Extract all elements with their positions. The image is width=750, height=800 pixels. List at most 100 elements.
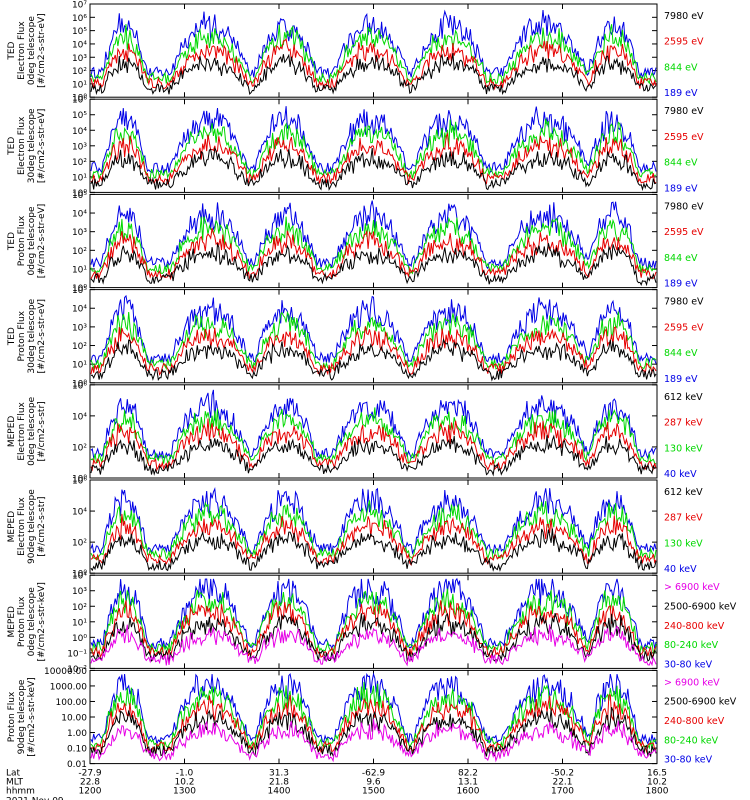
legend-entry: > 6900 keV xyxy=(664,582,720,593)
y-tick-label: 10¹ xyxy=(72,265,87,275)
series-line-2 xyxy=(90,418,657,472)
series-line-3 xyxy=(90,707,657,757)
legend-entry: 7980 eV xyxy=(664,201,704,212)
legend-entry: 7980 eV xyxy=(664,106,704,117)
y-tick-label: 10² xyxy=(72,158,87,168)
y-tick-label: 10⁻² xyxy=(67,665,87,675)
y-axis-label-line: 0deg telescope xyxy=(27,206,37,276)
legend-entry: 189 eV xyxy=(664,88,698,99)
series-line-2 xyxy=(90,227,657,281)
y-tick-label: 10² xyxy=(72,443,87,453)
y-axis-label-line: Electron Flux xyxy=(17,401,27,460)
y-axis-label-line: MEPED xyxy=(7,511,17,543)
series-line-3 xyxy=(90,338,657,382)
legend-entry: 40 keV xyxy=(664,564,697,575)
panel-6: 10⁰ 10² 10⁴ 10⁶ MEPED Electron Flux 90deg tele… xyxy=(7,477,703,580)
x-tick-hhmm: 1700 xyxy=(551,787,574,797)
y-axis-label-line: TED xyxy=(7,232,17,251)
y-axis-label-line: Proton Flux xyxy=(17,596,27,647)
y-axis-label-line: Proton Flux xyxy=(7,691,17,742)
y-tick-label: 10⁴ xyxy=(72,305,87,315)
legend-entry: 40 keV xyxy=(664,469,697,480)
y-tick-label: 10³ xyxy=(72,228,87,238)
panel-3: 10⁰ 10¹ 10² 10³ 10⁴ 10⁵ TED Proton Flux 0deg tel… xyxy=(7,191,704,294)
y-tick-label: 10⁰ xyxy=(72,379,87,389)
x-tick-hhmm: 1500 xyxy=(362,787,385,797)
y-tick-label: 10⁰ xyxy=(72,189,87,199)
panel-5: 10⁰ 10² 10⁴ 10⁶ MEPED Electron Flux 0deg teles… xyxy=(7,381,703,484)
y-tick-label: 10⁰ xyxy=(72,634,87,644)
x-tick-lat: -1.0 xyxy=(176,769,194,779)
legend-entry: 80-240 keV xyxy=(664,640,719,651)
legend-entry: 189 eV xyxy=(664,279,698,290)
y-tick-label: 10² xyxy=(72,342,87,352)
x-tick-hhmm: 1200 xyxy=(79,787,102,797)
x-row-label: MLT xyxy=(6,778,24,788)
series-line-2 xyxy=(90,131,657,185)
y-tick-label: 10¹ xyxy=(72,361,87,371)
series-line-2 xyxy=(90,600,657,659)
series-line-0 xyxy=(90,486,657,555)
x-tick-mlt: 13.1 xyxy=(458,778,478,788)
series-line-2 xyxy=(90,326,657,376)
y-axis-label-line: 0deg telescope xyxy=(27,587,37,657)
y-tick-label: 10⁰ xyxy=(72,284,87,294)
legend-entry: 844 eV xyxy=(664,348,698,359)
legend-entry: 189 eV xyxy=(664,374,698,385)
series-line-2 xyxy=(90,694,657,755)
x-tick-mlt: 22.1 xyxy=(552,778,572,788)
legend-entry: 2500-6900 keV xyxy=(664,602,737,613)
y-tick-label: 10⁷ xyxy=(72,1,87,11)
panel-2: 10⁰ 10¹ 10² 10³ 10⁴ 10⁵ 10⁶ TED Electron Flux 30d… xyxy=(7,96,704,199)
panel-7: 10⁻² 10⁻¹ 10⁰ 10¹ 10² 10³ 10⁴ MEPED Proton Flux 0… xyxy=(7,572,737,675)
y-axis-label-line: [#/cm2-s-str-keV] xyxy=(27,677,37,756)
series-line-3 xyxy=(90,528,657,572)
y-axis-label-line: [#/cm2-s-str] xyxy=(37,497,47,557)
x-tick-mlt: 21.8 xyxy=(269,778,289,788)
legend-entry: 844 eV xyxy=(664,158,698,169)
y-tick-label: 0.01 xyxy=(67,760,87,770)
y-tick-label: 10⁴ xyxy=(72,127,87,137)
series-line-1 xyxy=(90,118,657,180)
y-axis-label-line: 30deg telescope xyxy=(27,298,37,373)
y-tick-label: 10⁻¹ xyxy=(67,649,87,659)
y-axis-label-line: Electron Flux xyxy=(17,21,27,80)
series-line-3 xyxy=(90,242,657,287)
y-tick-label: 10⁶ xyxy=(72,381,87,391)
y-tick-label: 0.10 xyxy=(67,745,87,755)
series-line-3 xyxy=(90,434,657,477)
y-tick-label: 10⁵ xyxy=(72,27,87,37)
x-tick-mlt: 22.8 xyxy=(80,778,100,788)
y-tick-label: 10⁵ xyxy=(72,111,87,121)
y-axis-label-line: TED xyxy=(7,137,17,156)
y-tick-label: 10⁵ xyxy=(72,191,87,201)
y-axis-label-line: Electron Flux xyxy=(17,116,27,175)
series-line-1 xyxy=(90,500,657,561)
y-tick-label: 10⁰ xyxy=(72,94,87,104)
legend-entry: > 6900 keV xyxy=(664,677,720,688)
y-axis-label-line: [#/cm2-s-str-eV] xyxy=(37,13,47,88)
figure-date: 2021 Nov 09 xyxy=(6,797,64,800)
series-line-1 xyxy=(90,24,657,85)
y-axis-label-line: [#/cm2-s-str-eV] xyxy=(37,299,47,374)
y-tick-label: 10⁴ xyxy=(72,412,87,422)
x-tick-lat: -27.9 xyxy=(78,769,102,779)
y-axis-label-line: [#/cm2-s-str-eV] xyxy=(37,204,47,279)
x-tick-lat: -50.2 xyxy=(551,769,574,779)
y-axis-label-line: 0deg telescope xyxy=(27,16,37,86)
y-tick-label: 10¹ xyxy=(72,618,87,628)
x-axis-annotations: LatMLThhmm-27.922.81200-1.010.2130031.32… xyxy=(6,769,669,800)
y-tick-label: 1.00 xyxy=(67,729,87,739)
y-tick-label: 10² xyxy=(72,539,87,549)
y-tick-label: 10² xyxy=(72,603,87,613)
x-tick-hhmm: 1800 xyxy=(646,787,669,797)
y-tick-label: 10⁰ xyxy=(72,475,87,485)
y-tick-label: 10⁴ xyxy=(72,508,87,518)
y-tick-label: 10⁵ xyxy=(72,286,87,296)
series-line-0 xyxy=(90,9,657,80)
series-line-0 xyxy=(90,672,657,746)
series-line-1 xyxy=(90,311,657,371)
x-tick-hhmm: 1600 xyxy=(457,787,480,797)
